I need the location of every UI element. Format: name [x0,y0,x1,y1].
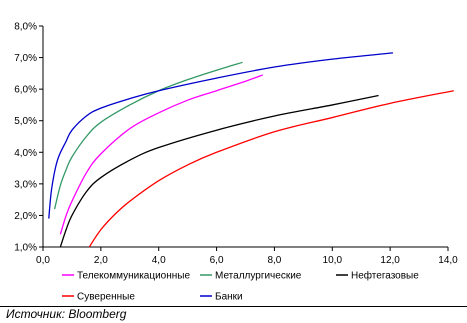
y-tick-label: 2,0% [14,211,37,222]
legend-label: Нефтегазовые [351,270,419,282]
x-tick-label: 12,0 [380,255,400,266]
x-tick-label: 10,0 [323,255,343,266]
series-line [48,52,394,219]
source-note: Источник: Bloomberg [6,307,127,321]
series-line [88,90,454,248]
legend-label: Банки [215,292,243,303]
x-tick-label: 4,0 [152,255,166,266]
legend-label: Телекоммуникационные [77,271,190,282]
series-line [59,74,264,235]
x-tick-label: 0,0 [36,255,50,266]
series-line [59,94,379,248]
series-lines [48,52,454,248]
y-tick-label: 3,0% [14,179,37,190]
y-tick-label: 5,0% [14,116,37,127]
legend-label: Металлургические [215,271,302,282]
y-tick-label: 6,0% [14,85,37,96]
x-tick-label: 14,0 [438,255,458,266]
series-line [53,61,243,210]
y-axis: 1,0% 2,0% 3,0% 4,0% 5,0% 6,0% 7,0% 8,0% [14,22,44,254]
x-axis: 0,0 2,0 4,0 6,0 8,0 10,0 12,0 14,0 [36,246,458,266]
x-tick-label: 2,0 [94,255,108,266]
line-chart: 1,0% 2,0% 3,0% 4,0% 5,0% 6,0% 7,0% 8,0% 0,0 2,0 4… [14,22,458,303]
legend: Телекоммуникационные Металлургические Нефт… [62,270,419,303]
legend-label: Суверенные [77,292,135,303]
x-tick-label: 8,0 [267,255,281,266]
footer-rule [0,306,467,307]
y-tick-label: 8,0% [14,22,37,33]
y-tick-label: 1,0% [14,243,37,254]
y-tick-label: 7,0% [14,53,37,64]
y-tick-label: 4,0% [14,148,37,159]
x-tick-label: 6,0 [210,255,224,266]
